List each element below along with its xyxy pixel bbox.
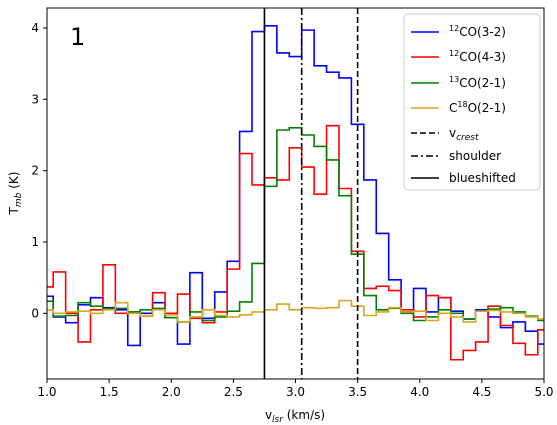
x-tick-label: 5.0 — [534, 385, 553, 399]
vline-layer — [264, 8, 357, 379]
y-tick-label: 4 — [31, 21, 39, 35]
x-tick-label: 1.0 — [37, 385, 56, 399]
legend: 12CO(3-2) 12CO(4-3) 13CO(2-1) C18O(2-1) … — [404, 14, 540, 190]
y-tick-label: 1 — [31, 235, 39, 249]
y-tick-label: 0 — [31, 306, 39, 320]
y-tick-label: 3 — [31, 92, 39, 106]
x-tick-label: 4.5 — [472, 385, 491, 399]
x-tick-label: 2.0 — [162, 385, 181, 399]
y-axis: 0 1 2 3 4 — [31, 21, 47, 320]
x-tick-label: 3.5 — [348, 385, 367, 399]
x-tick-label: 1.5 — [100, 385, 119, 399]
x-tick-label: 3.0 — [286, 385, 305, 399]
y-tick-label: 2 — [31, 164, 39, 178]
legend-label: shoulder — [449, 149, 501, 163]
y-axis-label: Tmb (K) — [7, 172, 24, 216]
legend-label: blueshifted — [449, 171, 516, 185]
x-axis: 1.0 1.5 2.0 2.5 3.0 3.5 4.0 4.5 5.0 — [37, 379, 553, 399]
x-tick-label: 2.5 — [224, 385, 243, 399]
x-axis-label: vlsr (km/s) — [265, 408, 325, 425]
x-tick-label: 4.0 — [410, 385, 429, 399]
panel-label: 1 — [70, 23, 85, 51]
